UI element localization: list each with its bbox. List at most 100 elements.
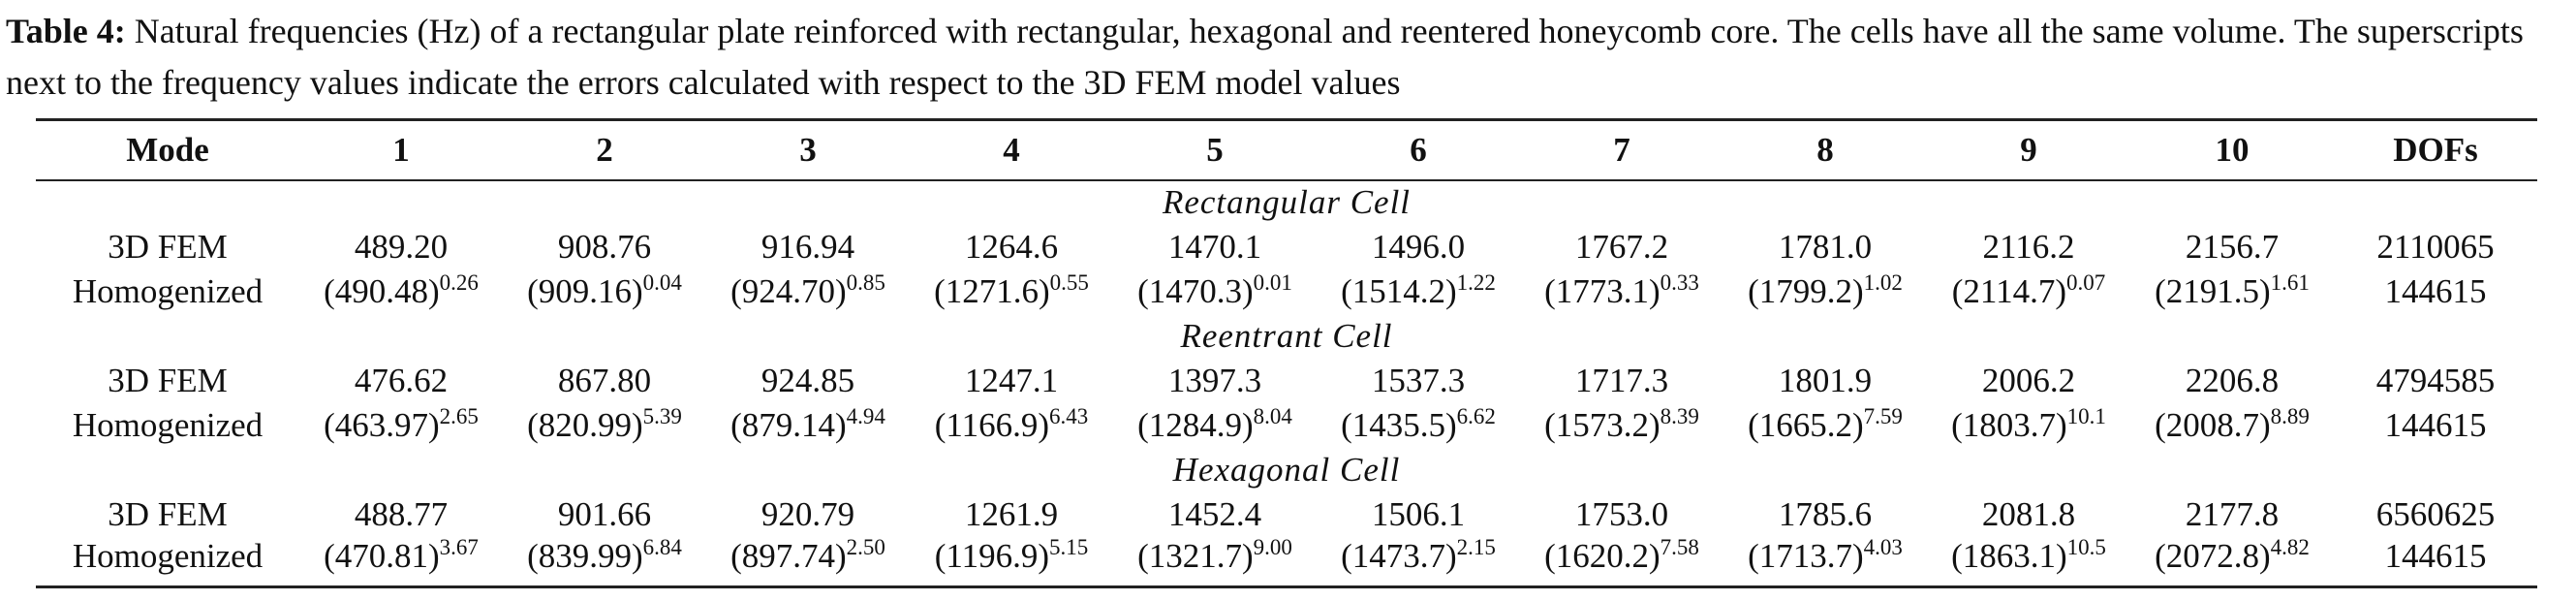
value-cell: 1753.0 bbox=[1574, 494, 1669, 533]
value-cell: (1473.7)2.15 bbox=[1317, 534, 1520, 587]
data-row: Homogenized (490.48)0.26 (909.16)0.04 (924.… bbox=[36, 269, 2537, 314]
value: (1473.7) bbox=[1341, 536, 1457, 575]
value: (1773.1) bbox=[1544, 271, 1660, 310]
table: Mode 1 2 3 4 5 6 7 8 9 10 DOFs Rectangular Cell 3D F… bbox=[36, 118, 2537, 588]
value: (879.14) bbox=[730, 405, 847, 444]
value-cell: 1801.9 bbox=[1778, 361, 1873, 399]
error: 4.82 bbox=[2270, 534, 2310, 559]
value-cell: (1284.9)8.04 bbox=[1113, 403, 1317, 448]
mode-cell: 3D FEM bbox=[108, 227, 228, 266]
value: (1166.9) bbox=[934, 405, 1049, 444]
value-cell: (2072.8)4.82 bbox=[2130, 534, 2334, 587]
value: (924.70) bbox=[730, 271, 847, 310]
value-cell: (2008.7)8.89 bbox=[2130, 403, 2334, 448]
value-cell: (1573.2)8.39 bbox=[1520, 403, 1723, 448]
error: 4.94 bbox=[846, 403, 885, 428]
column-header: 4 bbox=[1003, 130, 1020, 169]
value-cell: 2116.2 bbox=[1982, 227, 2075, 266]
value: (1435.5) bbox=[1341, 405, 1457, 444]
error: 3.67 bbox=[439, 534, 479, 559]
error: 6.84 bbox=[642, 534, 682, 559]
value-cell: 908.76 bbox=[557, 227, 652, 266]
dofs-cell: 144615 bbox=[2384, 536, 2487, 575]
group-title: Reentrant Cell bbox=[1180, 316, 1393, 355]
value: (897.74) bbox=[730, 536, 847, 575]
group-title: Rectangular Cell bbox=[1162, 183, 1412, 221]
value-cell: (1196.9)5.15 bbox=[910, 534, 1113, 587]
value-cell: (1321.7)9.00 bbox=[1113, 534, 1317, 587]
value-cell: 2156.7 bbox=[2185, 227, 2280, 266]
error: 1.22 bbox=[1456, 269, 1496, 295]
error: 0.26 bbox=[439, 269, 479, 295]
column-header: 10 bbox=[2215, 130, 2250, 169]
value: (839.99) bbox=[527, 536, 643, 575]
value-cell: (1514.2)1.22 bbox=[1317, 269, 1520, 314]
error: 9.00 bbox=[1253, 534, 1292, 559]
dofs-cell: 4794585 bbox=[2375, 361, 2496, 399]
value-cell: (2191.5)1.61 bbox=[2130, 269, 2334, 314]
data-row: 3D FEM 476.62 867.80 924.85 1247.1 1397.3 1537… bbox=[36, 359, 2537, 403]
dofs-cell: 2110065 bbox=[2376, 227, 2495, 266]
mode-cell: Homogenized bbox=[72, 405, 264, 444]
value-cell: 2081.8 bbox=[1981, 494, 2076, 533]
value-cell: 901.66 bbox=[557, 494, 652, 533]
value: (1863.1) bbox=[1951, 536, 2067, 575]
mode-cell: Homogenized bbox=[72, 536, 264, 575]
error: 5.39 bbox=[642, 403, 682, 428]
value-cell: (1470.3)0.01 bbox=[1113, 269, 1317, 314]
error: 0.01 bbox=[1253, 269, 1292, 295]
value-cell: (1620.2)7.58 bbox=[1520, 536, 1723, 587]
error: 10.1 bbox=[2066, 403, 2106, 428]
error: 5.15 bbox=[1049, 534, 1089, 559]
column-header: 8 bbox=[1816, 130, 1834, 169]
value-cell: (463.97)2.65 bbox=[299, 403, 503, 448]
error: 8.89 bbox=[2270, 403, 2310, 428]
value-cell: 1767.2 bbox=[1574, 227, 1669, 266]
value: (1713.7) bbox=[1748, 536, 1864, 575]
value: (2191.5) bbox=[2155, 271, 2271, 310]
value-cell: 1537.3 bbox=[1371, 361, 1466, 399]
value-cell: 1717.3 bbox=[1574, 361, 1669, 399]
data-row: 3D FEM 489.20 908.76 916.94 1264.6 1470.1 1496… bbox=[36, 225, 2537, 269]
column-header: 2 bbox=[596, 130, 613, 169]
value-cell: (490.48)0.26 bbox=[299, 269, 503, 314]
value: (1271.6) bbox=[934, 271, 1050, 310]
error: 0.55 bbox=[1049, 269, 1089, 295]
value-cell: 2206.8 bbox=[2185, 361, 2280, 399]
value-cell: (909.16)0.04 bbox=[503, 269, 706, 314]
value-cell: 1452.4 bbox=[1167, 494, 1262, 533]
error: 8.39 bbox=[1660, 403, 1699, 428]
value-cell: 2006.2 bbox=[1981, 361, 2076, 399]
caption-text: Natural frequencies (Hz) of a rectangula… bbox=[6, 12, 2524, 102]
mode-cell: 3D FEM bbox=[108, 494, 228, 533]
value-cell: (1665.2)7.59 bbox=[1723, 403, 1927, 448]
group-title: Hexagonal Cell bbox=[1172, 450, 1401, 489]
error: 1.61 bbox=[2270, 269, 2310, 295]
error: 0.07 bbox=[2066, 269, 2106, 295]
dofs-cell: 144615 bbox=[2384, 405, 2487, 444]
value-cell: (1713.7)4.03 bbox=[1723, 536, 1927, 587]
error: 6.62 bbox=[1456, 403, 1496, 428]
value: (1196.9) bbox=[934, 536, 1049, 575]
value-cell: (924.70)0.85 bbox=[706, 269, 910, 314]
value: (820.99) bbox=[527, 405, 643, 444]
header-row: Mode 1 2 3 4 5 6 7 8 9 10 DOFs bbox=[36, 119, 2537, 180]
error: 2.15 bbox=[1456, 534, 1496, 559]
error: 0.33 bbox=[1660, 269, 1699, 295]
value-cell: 1506.1 bbox=[1371, 494, 1466, 533]
value-cell: 1470.1 bbox=[1167, 227, 1262, 266]
value: (1284.9) bbox=[1137, 405, 1254, 444]
value-cell: (839.99)6.84 bbox=[503, 534, 706, 587]
error: 1.02 bbox=[1863, 269, 1903, 295]
value-cell: 920.79 bbox=[760, 494, 855, 533]
value-cell: 1247.1 bbox=[964, 361, 1059, 399]
value-cell: (1803.7)10.1 bbox=[1927, 403, 2130, 448]
error: 6.43 bbox=[1049, 403, 1089, 428]
value-cell: 1261.9 bbox=[964, 494, 1059, 533]
caption-label: Table 4: bbox=[6, 12, 126, 50]
value-cell: (470.81)3.67 bbox=[299, 534, 503, 587]
dofs-cell: 6560625 bbox=[2375, 494, 2496, 533]
data-row: 3D FEM 488.77 901.66 920.79 1261.9 1452.4 1506… bbox=[36, 492, 2537, 537]
column-header: 3 bbox=[799, 130, 817, 169]
